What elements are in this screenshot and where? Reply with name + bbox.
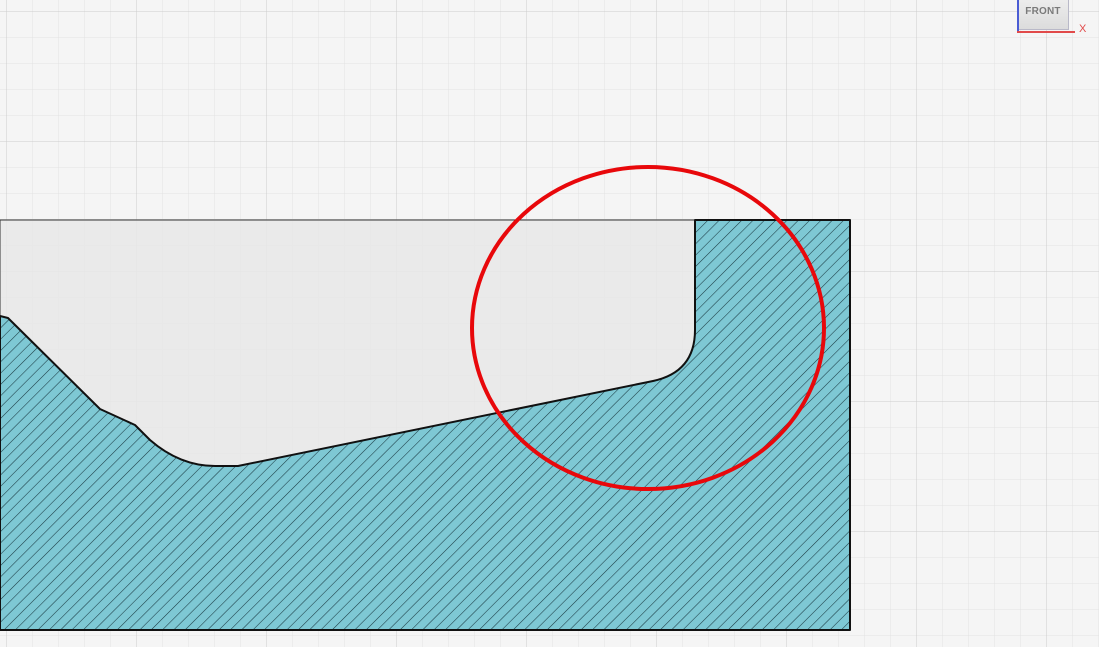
- z-axis-line: [1017, 0, 1019, 33]
- x-axis-label: X: [1079, 23, 1087, 35]
- viewcube-front-label: FRONT: [1025, 6, 1061, 17]
- section-hatch-region[interactable]: [0, 219, 851, 631]
- viewcube-front-face[interactable]: [1017, 0, 1069, 30]
- x-axis-line: [1017, 31, 1075, 33]
- highlight-circle: [470, 165, 826, 491]
- viewcube[interactable]: FRONT X: [1003, 0, 1095, 46]
